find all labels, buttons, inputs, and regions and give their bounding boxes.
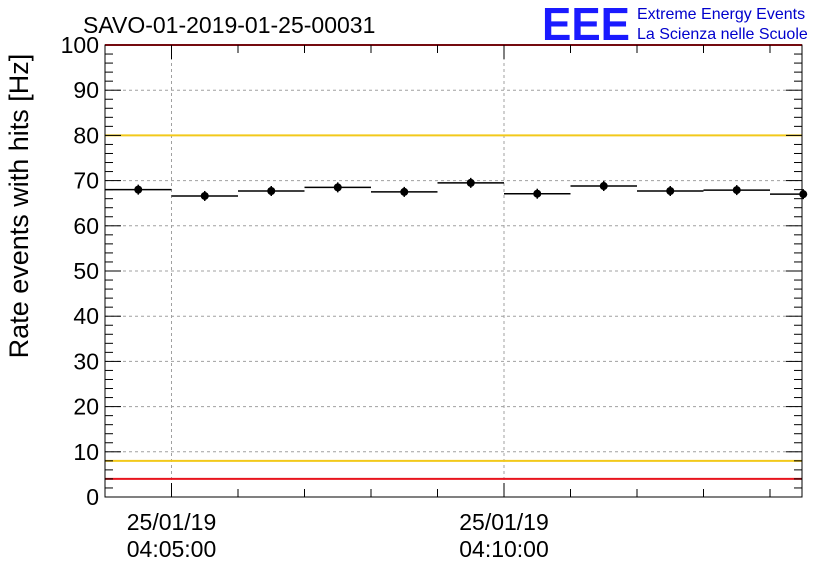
data-point	[732, 186, 741, 195]
y-tick-label: 40	[73, 303, 99, 329]
data-point	[333, 183, 342, 192]
tick-labels: 010203040506070809010025/01/1904:05:0025…	[61, 32, 549, 562]
axes	[104, 44, 803, 498]
data-point	[599, 182, 608, 191]
y-tick-label: 10	[73, 439, 99, 465]
data-point	[533, 189, 542, 198]
data-point	[799, 190, 808, 199]
data-point	[466, 178, 475, 187]
y-tick-label: 100	[61, 32, 99, 58]
y-tick-label: 0	[86, 484, 99, 510]
x-tick-label-time: 04:10:00	[459, 536, 549, 562]
x-tick-label-date: 25/01/19	[459, 509, 549, 535]
reference-lines	[105, 44, 802, 480]
y-tick-label: 30	[73, 348, 99, 374]
data-point	[134, 185, 143, 194]
y-tick-label: 70	[73, 168, 99, 194]
data-series	[105, 177, 808, 201]
logo-mark: EEE	[542, 0, 630, 50]
y-tick-label: 60	[73, 213, 99, 239]
chart-title: SAVO-01-2019-01-25-00031	[83, 12, 375, 38]
logo-line-1: Extreme Energy Events	[637, 6, 805, 23]
y-tick-label: 50	[73, 258, 99, 284]
data-point	[400, 187, 409, 196]
logo-line-2: La Scienza nelle Scuole	[637, 26, 808, 43]
y-tick-label: 20	[73, 394, 99, 420]
y-tick-label: 80	[73, 122, 99, 148]
grid	[105, 45, 802, 497]
data-point	[666, 186, 675, 195]
data-point	[200, 191, 209, 200]
y-axis-label: Rate events with hits [Hz]	[4, 54, 34, 359]
x-tick-label-date: 25/01/19	[127, 509, 217, 535]
y-tick-label: 90	[73, 77, 99, 103]
x-tick-label-time: 04:05:00	[127, 536, 217, 562]
data-point	[267, 186, 276, 195]
eee-logo: EEE Extreme Energy Events La Scienza nel…	[542, 0, 808, 50]
